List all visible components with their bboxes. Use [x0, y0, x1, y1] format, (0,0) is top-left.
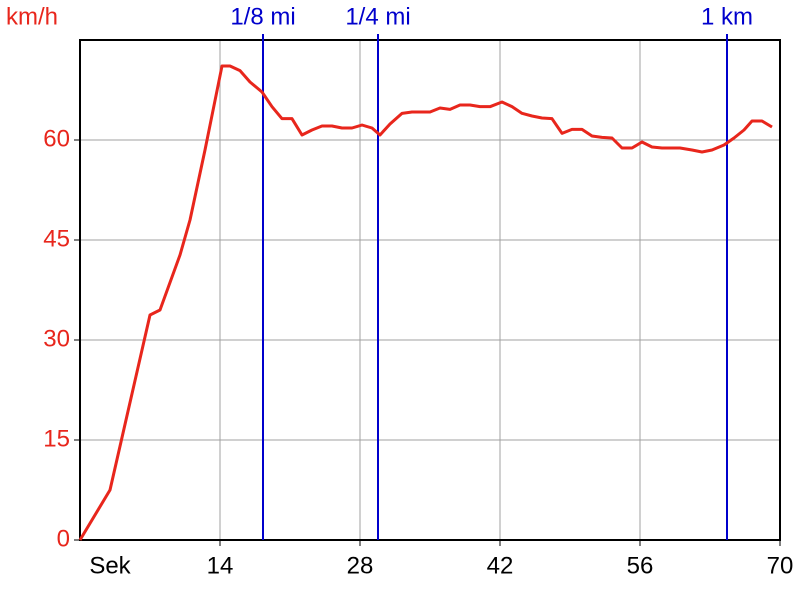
distance-marker-label: 1 km: [701, 3, 753, 30]
y-tick-label: 15: [43, 425, 70, 452]
y-tick-label: 45: [43, 225, 70, 252]
speed-line: [78, 64, 773, 541]
distance-marker-label: 1/4 mi: [345, 3, 410, 30]
x-tick-label: 14: [207, 552, 234, 579]
x-tick-label: 28: [347, 552, 374, 579]
x-tick-label: 42: [487, 552, 514, 579]
y-tick-label: 30: [43, 325, 70, 352]
plot-frame: [79, 39, 781, 541]
y-tick-label: 0: [57, 525, 70, 552]
distance-marker-label: 1/8 mi: [230, 3, 295, 30]
x-tick-label: 70: [767, 552, 794, 579]
y-axis-label: km/h: [6, 3, 58, 30]
x-tick-label: 56: [627, 552, 654, 579]
y-tick-label: 60: [43, 125, 70, 152]
x-axis-label: Sek: [89, 552, 131, 579]
